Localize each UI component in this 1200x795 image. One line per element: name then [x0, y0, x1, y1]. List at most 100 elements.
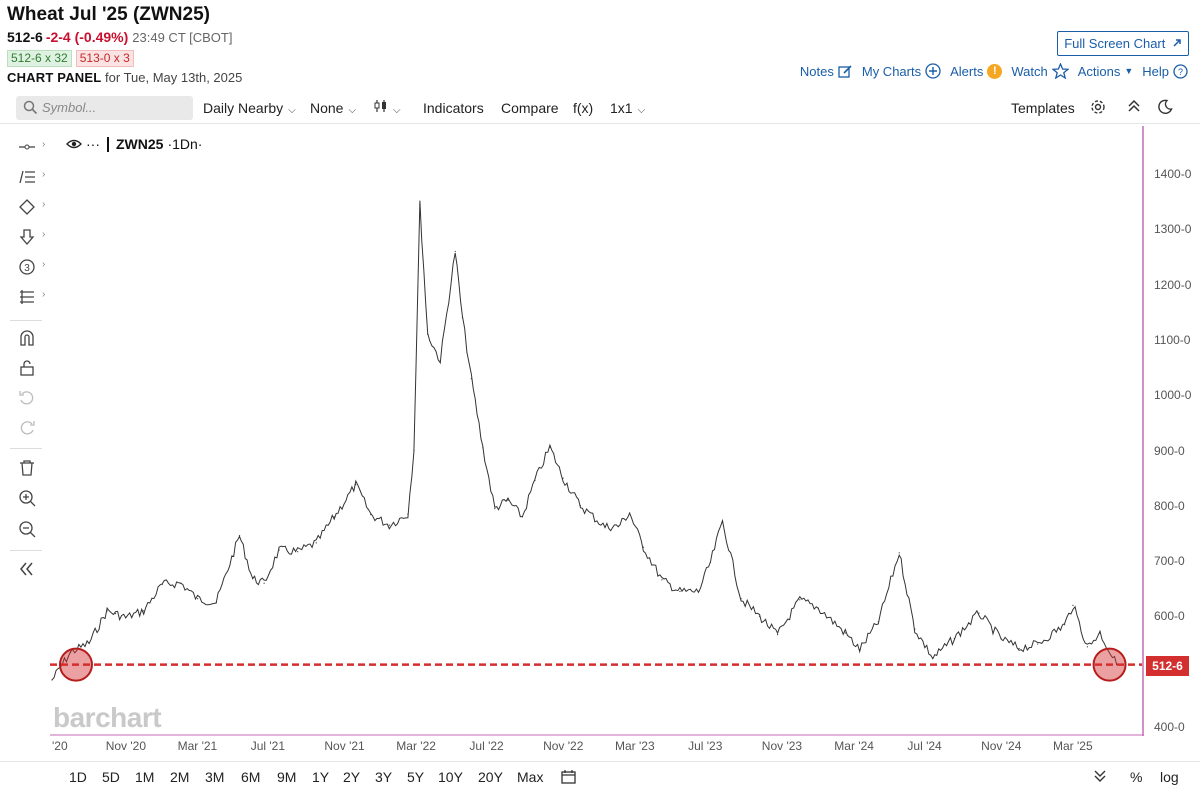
fibonacci-icon	[19, 170, 35, 184]
price-chart[interactable]	[50, 126, 1144, 736]
y-tick-label: 900-0	[1154, 443, 1185, 458]
data-point	[106, 610, 108, 612]
range-button-2m[interactable]: 2M	[170, 769, 190, 785]
full-screen-button[interactable]: Full Screen Chart	[1057, 31, 1189, 56]
collapse-toolbar-button[interactable]	[18, 558, 40, 580]
x-tick-label: Nov '21	[324, 739, 365, 753]
actions-menu[interactable]: Actions ▼	[1078, 64, 1134, 79]
shape-icon	[19, 199, 35, 215]
theme-toggle[interactable]	[1157, 99, 1173, 119]
range-button-5d[interactable]: 5D	[102, 769, 120, 785]
range-button-3y[interactable]: 3Y	[375, 769, 393, 785]
moon-icon	[1158, 99, 1173, 114]
date-picker-button[interactable]	[561, 769, 576, 787]
data-point	[914, 628, 916, 630]
range-button-max[interactable]: Max	[517, 769, 544, 785]
alerts-link[interactable]: Alerts !	[950, 63, 1003, 79]
range-button-6m[interactable]: 6M	[241, 769, 261, 785]
range-button-1y[interactable]: 1Y	[312, 769, 330, 785]
series-legend: ··· ZWN25 ·1Dn·	[66, 136, 202, 152]
fib-tool[interactable]: ›	[18, 166, 45, 188]
percent-toggle[interactable]: %	[1130, 769, 1143, 785]
range-button-20y[interactable]: 20Y	[478, 769, 503, 785]
chart-toolbar: Symbol... Daily Nearby ⌵ None ⌵ ⌵ Indicato…	[0, 94, 1200, 124]
full-screen-label: Full Screen Chart	[1064, 36, 1166, 51]
collapse-button[interactable]	[1127, 99, 1141, 117]
compare-button[interactable]: Compare	[501, 100, 559, 116]
caret-down-icon: ▼	[1124, 66, 1134, 76]
shape-tool[interactable]: ›	[18, 196, 45, 218]
data-point	[1037, 643, 1039, 645]
series-color-swatch	[107, 136, 109, 152]
pattern-tool[interactable]: ›	[18, 286, 45, 308]
data-point	[278, 549, 280, 551]
symbol-search-input[interactable]: Symbol...	[16, 96, 193, 120]
data-point	[333, 516, 335, 518]
period-dropdown[interactable]: Daily Nearby ⌵	[203, 99, 296, 120]
fx-button[interactable]: f(x)	[573, 100, 594, 116]
chevron-right-icon: ›	[42, 199, 46, 210]
magnet-tool[interactable]	[18, 327, 40, 349]
layout-label: 1x1	[610, 100, 633, 116]
range-button-3m[interactable]: 3M	[205, 769, 225, 785]
redo-button[interactable]	[18, 417, 40, 439]
range-button-1m[interactable]: 1M	[135, 769, 155, 785]
range-button-2y[interactable]: 2Y	[343, 769, 361, 785]
chart-type-dropdown[interactable]: ⌵	[374, 99, 401, 120]
last-price-tag: 512-6	[1146, 656, 1189, 676]
chart-area[interactable]	[50, 126, 1144, 736]
delete-button[interactable]	[18, 457, 40, 479]
more-icon[interactable]: ···	[86, 136, 100, 152]
x-tick-label: Jul '23	[688, 739, 723, 753]
chevron-down-icon: ⌵	[348, 105, 357, 116]
range-button-5y[interactable]: 5Y	[407, 769, 425, 785]
y-tick-label: 600-0	[1154, 609, 1185, 624]
header-links: Notes My Charts Alerts ! Watch Actions ▼…	[800, 63, 1188, 79]
zoom-in-button[interactable]	[18, 487, 40, 509]
wave-tool[interactable]: 3 ›	[18, 256, 45, 278]
series-symbol: ZWN25	[116, 136, 164, 152]
layout-dropdown[interactable]: 1x1 ⌵	[610, 99, 645, 120]
data-point	[88, 642, 90, 644]
help-link[interactable]: Help ?	[1142, 64, 1188, 79]
range-button-10y[interactable]: 10Y	[438, 769, 463, 785]
unlock-icon	[20, 360, 34, 376]
double-chevron-down-icon	[1094, 770, 1106, 782]
zoom-out-button[interactable]	[18, 518, 40, 540]
period-label: Daily Nearby	[203, 100, 284, 116]
data-point	[877, 621, 879, 623]
header: Wheat Jul '25 (ZWN25) 512-6 -2-4 (-0.49%)…	[7, 4, 242, 86]
templates-button[interactable]: Templates	[1011, 100, 1075, 116]
lock-tool[interactable]	[18, 357, 40, 379]
collapse-bottom-button[interactable]	[1094, 769, 1106, 785]
plus-circle-icon	[925, 63, 941, 79]
range-button-9m[interactable]: 9M	[277, 769, 297, 785]
settings-button[interactable]	[1090, 99, 1106, 119]
bid-ask: 512-6 x 32 513-0 x 3	[7, 50, 242, 67]
divider	[10, 320, 42, 321]
log-toggle[interactable]: log	[1160, 769, 1179, 785]
y-tick-label: 1400-0	[1154, 167, 1192, 181]
candlestick-icon	[374, 100, 386, 112]
data-point	[721, 520, 724, 522]
line-tool[interactable]: ›	[18, 136, 45, 158]
range-button-1d[interactable]: 1D	[69, 769, 87, 785]
x-tick-label: Jul '24	[907, 739, 942, 753]
undo-button[interactable]	[18, 387, 40, 409]
notes-link[interactable]: Notes	[800, 64, 853, 79]
eye-icon[interactable]	[66, 138, 82, 150]
y-tick-label: 400-0	[1154, 720, 1185, 734]
circle-annotation[interactable]	[1092, 647, 1127, 682]
none-label: None	[310, 100, 344, 116]
data-point	[642, 546, 644, 548]
data-point	[978, 612, 980, 614]
watch-link[interactable]: Watch	[1011, 63, 1069, 79]
none-dropdown[interactable]: None ⌵	[310, 99, 356, 120]
edit-icon	[838, 64, 852, 78]
indicators-button[interactable]: Indicators	[423, 100, 484, 116]
my-charts-link[interactable]: My Charts	[862, 63, 941, 79]
data-point	[709, 561, 712, 563]
annotation-tool[interactable]: ›	[18, 226, 45, 248]
data-point	[297, 551, 299, 553]
circle-annotation[interactable]	[58, 647, 93, 682]
